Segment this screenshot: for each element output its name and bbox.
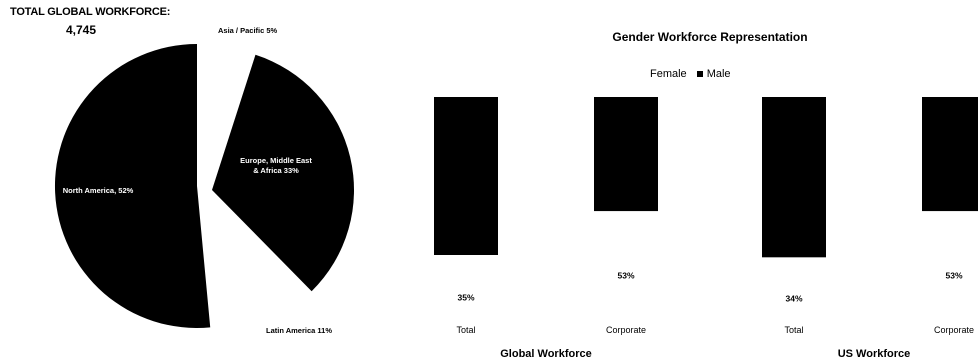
- bar-category-label: Corporate: [606, 325, 646, 335]
- bar-male-0: [434, 97, 498, 255]
- pie-slice-europe-middle-east-africa: [212, 54, 355, 292]
- bar-female-value-label: 53%: [617, 271, 634, 281]
- regional-workforce-pie-chart: Asia / Pacific 5% Europe, Middle East & Af…: [54, 26, 355, 335]
- bar-female-value-label: 35%: [457, 293, 474, 303]
- bar-female-2: [762, 257, 826, 340]
- legend-female-label: Female: [650, 68, 687, 80]
- bar-female-1: [594, 211, 658, 340]
- bar-group-label: Global Workforce: [500, 348, 591, 360]
- bar-group-label: US Workforce: [838, 348, 911, 360]
- bar-male-1: [594, 97, 658, 212]
- bar-chart-title: Gender Workforce Representation: [612, 30, 808, 44]
- legend-male-label: Male: [706, 68, 731, 80]
- total-workforce-title: TOTAL GLOBAL WORKFORCE:: [10, 6, 171, 18]
- bar-female-value-label: 53%: [945, 271, 962, 281]
- legend-male-swatch: [696, 71, 703, 77]
- bar-female-value-label: 34%: [785, 294, 802, 304]
- bar-female-0: [434, 255, 498, 340]
- pie-label-latin-america: Latin America 11%: [266, 326, 332, 335]
- bar-category-label: Total: [456, 325, 475, 335]
- pie-label-europe-middle-east-africa: Europe, Middle East & Africa 33%: [240, 156, 312, 175]
- bar-chart-legend: Female Male: [640, 68, 731, 80]
- pie-slice-asia-pacific: [211, 43, 255, 186]
- bar-male-2: [762, 97, 826, 258]
- bar-category-label: Corporate: [934, 325, 974, 335]
- pie-slice-north-america: [54, 43, 211, 329]
- pie-label-asia-pacific: Asia / Pacific 5%: [218, 26, 278, 35]
- bar-category-label: Total: [784, 325, 803, 335]
- bar-male-3: [922, 97, 978, 212]
- pie-label-north-america: North America, 52%: [63, 186, 134, 195]
- legend-female-swatch: [640, 71, 646, 77]
- bar-female-3: [922, 211, 978, 340]
- total-workforce-value: 4,745: [66, 23, 97, 37]
- pie-slice-latin-america: [197, 186, 297, 328]
